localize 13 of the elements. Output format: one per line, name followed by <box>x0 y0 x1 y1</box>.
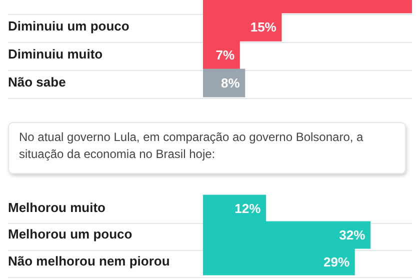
data-label: 8% <box>221 76 240 91</box>
y-tick-label: Melhorou um pouco <box>8 226 132 242</box>
data-label: 7% <box>216 48 236 63</box>
data-label: 12% <box>234 200 262 216</box>
y-tick-label: Não melhorou nem piorou <box>8 253 170 268</box>
data-label: 15% <box>250 20 277 35</box>
data-label: 29% <box>323 254 350 270</box>
chart-title: No atual governo Lula, em comparação ao governo Bolsonaro, a situação da economia no Brasil hoje: <box>8 122 406 174</box>
y-tick-label: Diminuiu muito <box>8 46 103 62</box>
data-label: 32% <box>339 228 366 243</box>
y-tick-label: Diminuiu um pouco <box>8 18 130 34</box>
y-tick-label: Melhorou muito <box>8 200 106 215</box>
y-tick-label: Não sabe <box>8 74 66 90</box>
